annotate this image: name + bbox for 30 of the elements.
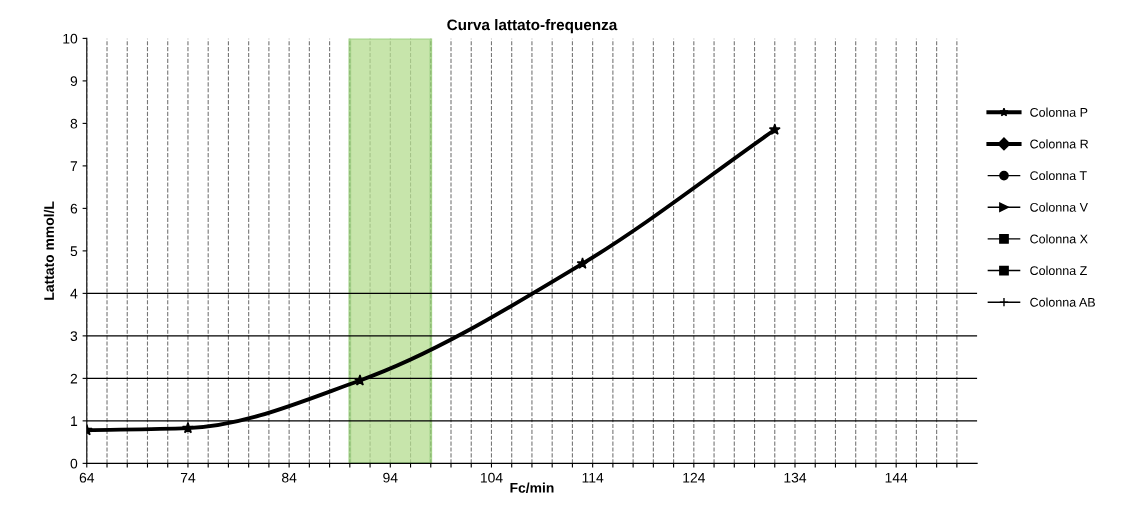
- x-tick-label: 64: [79, 472, 95, 483]
- y-tick-label: 5: [70, 246, 78, 257]
- y-tick-label: 7: [70, 161, 78, 171]
- x-tick-label: 74: [180, 472, 196, 483]
- chart-title: Curva lattato-frequenza: [447, 19, 618, 34]
- y-tick-label: 3: [70, 331, 78, 342]
- x-tick-label: 94: [383, 472, 398, 483]
- y-tick-label: 10: [63, 33, 78, 44]
- y-tick-label: 1: [71, 416, 78, 426]
- y-tick-label: 0: [70, 458, 78, 469]
- legend-label: Colonna R: [1030, 139, 1089, 149]
- x-tick-label: 144: [885, 472, 908, 483]
- y-tick-label: 8: [70, 118, 78, 129]
- y-tick-label: 4: [70, 288, 78, 299]
- legend-label: Colonna V: [1030, 202, 1088, 212]
- y-tick-label: 2: [70, 373, 78, 384]
- y-tick-label: 6: [70, 203, 78, 214]
- x-tick-label: 134: [784, 472, 807, 483]
- legend-label: Colonna P: [1030, 107, 1088, 117]
- y-axis-title: Lattato mmol/L: [43, 201, 55, 300]
- legend-label: Colonna AB: [1030, 297, 1095, 307]
- x-tick-label: 114: [582, 472, 604, 483]
- legend-label: Colonna X: [1030, 234, 1088, 244]
- x-axis-title: Fc/min: [510, 482, 554, 493]
- y-tick-label: 9: [70, 76, 78, 87]
- legend-label: Colonna T: [1030, 170, 1087, 181]
- legend-label: Colonna Z: [1030, 265, 1087, 276]
- x-tick-label: 124: [683, 472, 705, 483]
- x-tick-label: 84: [282, 472, 297, 483]
- x-tick-label: 104: [480, 472, 503, 483]
